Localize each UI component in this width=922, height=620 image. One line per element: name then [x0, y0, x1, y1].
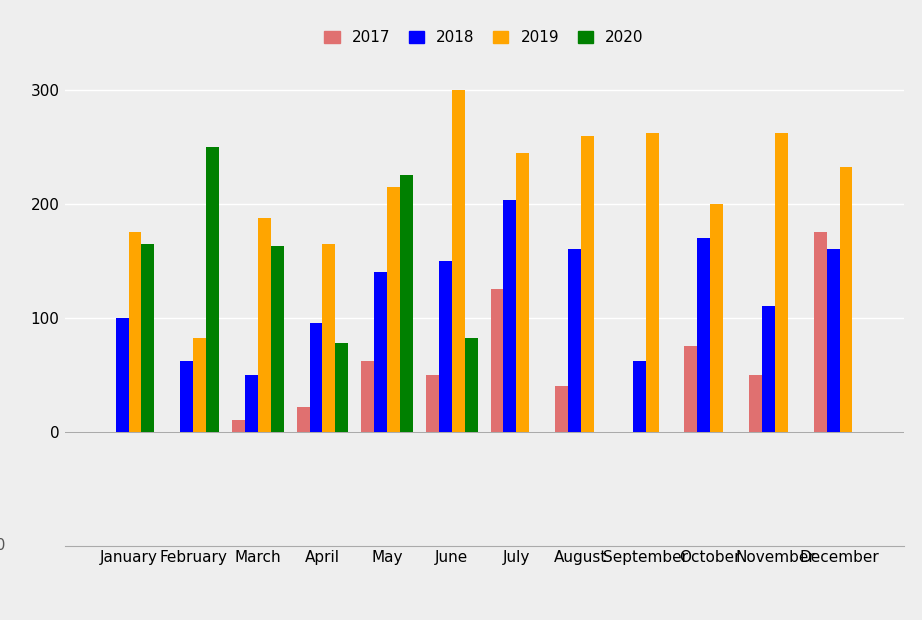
Bar	[387, 187, 400, 432]
Bar	[336, 343, 349, 432]
Bar	[645, 133, 658, 432]
Bar	[749, 374, 762, 432]
Bar	[697, 238, 710, 432]
Bar	[310, 324, 323, 432]
Bar	[232, 420, 245, 432]
Bar	[194, 339, 207, 432]
Bar	[581, 136, 594, 432]
Bar	[439, 261, 452, 432]
Bar	[374, 272, 387, 432]
Bar	[568, 249, 581, 432]
Bar	[814, 232, 827, 432]
Bar	[827, 249, 840, 432]
Bar	[115, 318, 128, 432]
Bar	[503, 200, 516, 432]
Bar	[180, 361, 194, 432]
Bar	[452, 90, 465, 432]
Bar	[361, 361, 374, 432]
Bar	[207, 147, 219, 432]
Bar	[465, 339, 478, 432]
Bar	[840, 167, 853, 432]
Bar	[141, 244, 154, 432]
Bar	[245, 374, 258, 432]
Text: -100: -100	[0, 538, 6, 553]
Bar	[710, 204, 723, 432]
Bar	[426, 374, 439, 432]
Bar	[128, 232, 141, 432]
Bar	[555, 386, 568, 432]
Bar	[271, 246, 284, 432]
Bar	[323, 244, 336, 432]
Bar	[684, 346, 697, 432]
Bar	[632, 361, 645, 432]
Bar	[516, 153, 529, 432]
Bar	[258, 218, 271, 432]
Bar	[297, 407, 310, 432]
Bar	[400, 175, 413, 432]
Bar	[774, 133, 788, 432]
Bar	[762, 306, 774, 432]
Bar	[491, 290, 503, 432]
Legend: 2017, 2018, 2019, 2020: 2017, 2018, 2019, 2020	[318, 24, 650, 51]
